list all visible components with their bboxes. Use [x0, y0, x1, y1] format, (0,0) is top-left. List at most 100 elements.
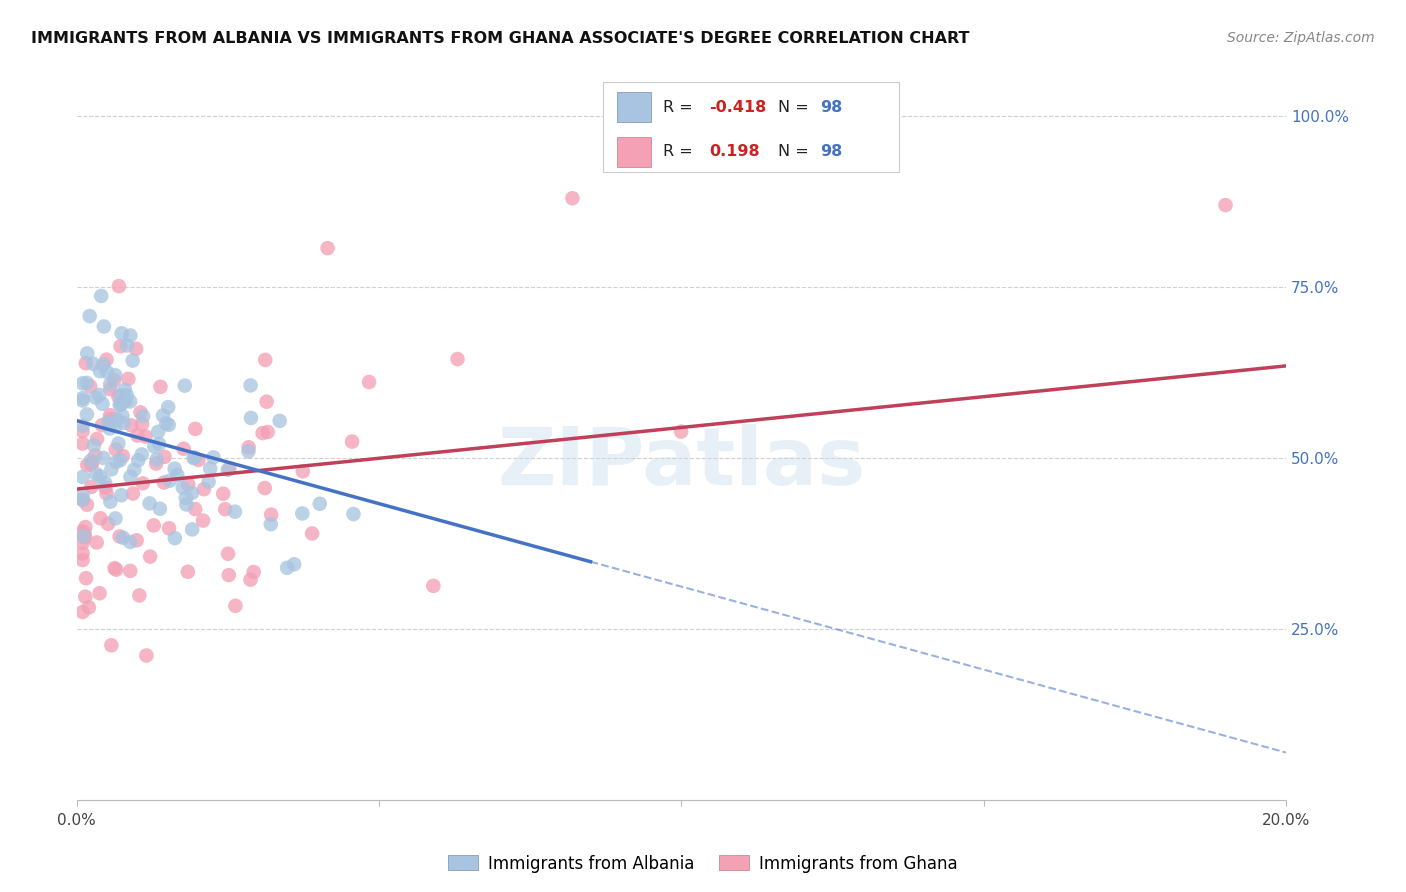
Point	[173, 378, 195, 392]
Text: Source: ZipAtlas.com: Source: ZipAtlas.com	[1227, 31, 1375, 45]
Point	[75, 356, 97, 370]
Point	[308, 497, 330, 511]
Point	[72, 488, 94, 502]
Point	[100, 638, 122, 652]
Point	[239, 411, 262, 425]
FancyBboxPatch shape	[603, 82, 898, 172]
Point	[72, 536, 94, 550]
Point	[105, 563, 128, 577]
Point	[157, 417, 180, 432]
Point	[83, 438, 105, 452]
Point	[72, 527, 94, 541]
Point	[80, 457, 103, 471]
Point	[283, 558, 305, 572]
Point	[357, 375, 380, 389]
Point	[163, 531, 186, 545]
Point	[72, 553, 94, 567]
Point	[98, 377, 121, 392]
Point	[159, 474, 181, 488]
Point	[143, 439, 166, 453]
Point	[94, 475, 117, 490]
Point	[86, 535, 108, 549]
Point	[120, 328, 142, 343]
Point	[98, 412, 121, 426]
Point	[114, 394, 136, 409]
Point	[104, 419, 127, 434]
Point	[135, 429, 157, 443]
Point	[84, 467, 107, 481]
Point	[84, 449, 107, 463]
Point	[181, 523, 204, 537]
Point	[73, 531, 96, 545]
Text: R =: R =	[664, 100, 693, 114]
Point	[72, 493, 94, 508]
Point	[105, 412, 128, 426]
Point	[256, 394, 278, 409]
Point	[72, 393, 94, 408]
Point	[242, 565, 264, 579]
Point	[149, 501, 172, 516]
Point	[96, 365, 118, 379]
Point	[79, 379, 101, 393]
Point	[114, 383, 136, 397]
Point	[72, 524, 94, 539]
Point	[217, 463, 239, 477]
Point	[76, 498, 98, 512]
Point	[100, 462, 122, 476]
Point	[98, 382, 121, 396]
Point	[80, 480, 103, 494]
Point	[166, 467, 188, 482]
Point	[72, 436, 94, 450]
Point	[135, 648, 157, 663]
Point	[72, 424, 94, 438]
Point	[202, 450, 225, 465]
Point	[422, 579, 444, 593]
Point	[138, 496, 160, 510]
Point	[115, 338, 138, 352]
Point	[260, 517, 283, 532]
Point	[89, 388, 111, 402]
Point	[238, 444, 260, 458]
Point	[89, 469, 111, 483]
Text: R =: R =	[664, 145, 693, 160]
Text: N =: N =	[778, 145, 808, 160]
Point	[256, 425, 278, 439]
Point	[217, 547, 239, 561]
Point	[146, 452, 169, 467]
Point	[446, 352, 468, 367]
Point	[75, 520, 97, 534]
Point	[172, 481, 194, 495]
Point	[340, 434, 363, 449]
Point	[103, 373, 125, 387]
Point	[110, 339, 132, 353]
Point	[122, 462, 145, 476]
Point	[89, 586, 111, 600]
Point	[129, 405, 152, 419]
Point	[224, 599, 246, 613]
Legend: Immigrants from Albania, Immigrants from Ghana: Immigrants from Albania, Immigrants from…	[441, 848, 965, 880]
Point	[125, 342, 148, 356]
Point	[238, 440, 260, 454]
FancyBboxPatch shape	[617, 136, 651, 167]
Point	[75, 571, 97, 585]
Point	[254, 353, 277, 368]
Point	[98, 421, 121, 435]
Point	[103, 561, 125, 575]
Point	[111, 449, 134, 463]
Point	[218, 568, 240, 582]
Point	[148, 437, 170, 451]
Point	[239, 573, 262, 587]
Point	[197, 475, 219, 489]
Point	[157, 521, 180, 535]
Point	[131, 417, 153, 431]
Point	[163, 461, 186, 475]
Point	[84, 391, 107, 405]
Point	[96, 486, 118, 500]
Point	[104, 511, 127, 525]
Point	[260, 508, 283, 522]
Point	[72, 547, 94, 561]
Point	[121, 353, 143, 368]
Text: -0.418: -0.418	[709, 100, 766, 114]
Point	[72, 418, 94, 433]
Point	[120, 564, 142, 578]
